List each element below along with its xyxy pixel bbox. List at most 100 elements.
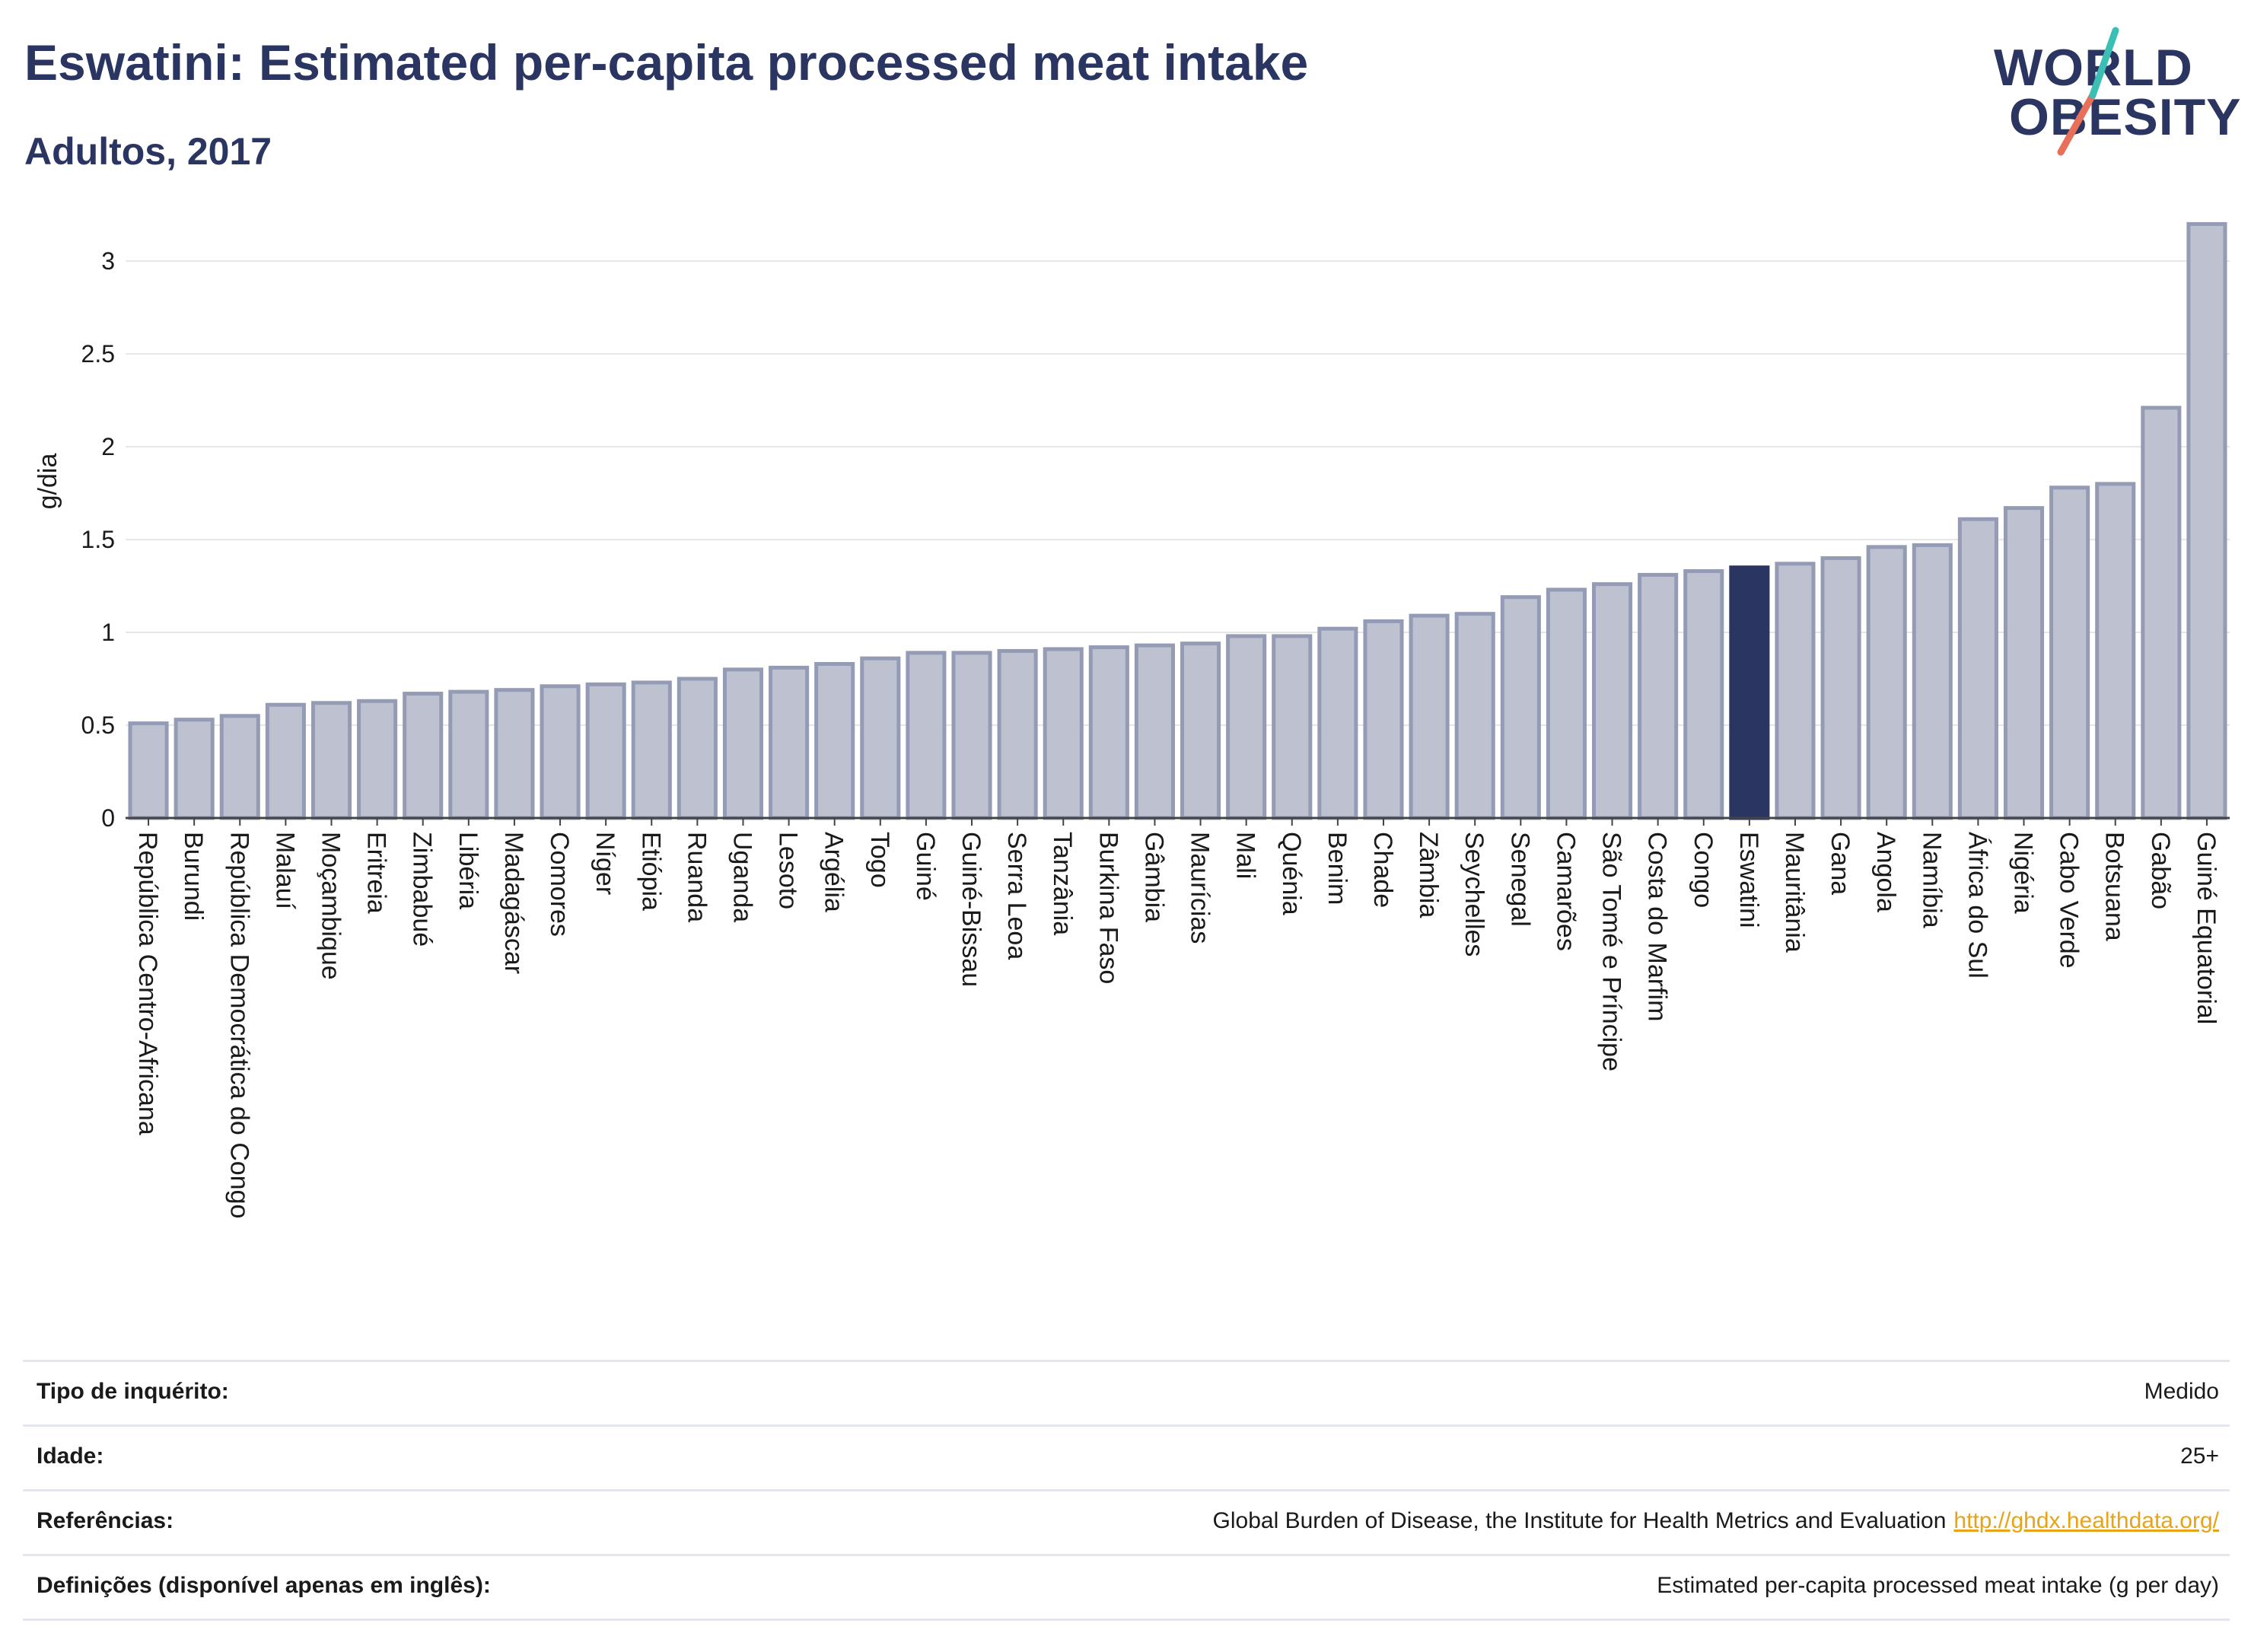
bar: [310, 701, 352, 820]
bar: [1454, 612, 1495, 820]
bar: [677, 676, 718, 820]
bar: [1088, 645, 1129, 820]
x-tick-label: República Centro-Africana: [133, 832, 162, 1135]
x-tick-label: Nigéria: [2009, 832, 2038, 914]
bar: [1957, 517, 1998, 820]
bar: [1820, 555, 1861, 820]
y-axis-label: g/dia: [33, 454, 62, 510]
x-tick-label: Mauritânia: [1780, 832, 1809, 953]
x-tick-label: Madagáscar: [499, 832, 528, 974]
bar: [128, 721, 169, 820]
info-row-definitions: Definições (disponível apenas em inglês)…: [23, 1554, 2230, 1621]
bar: [2003, 506, 2045, 820]
bar: [1591, 582, 1633, 820]
info-table: Tipo de inquérito: Medido Idade: 25+ Ref…: [23, 1360, 2230, 1621]
bar: [585, 682, 626, 820]
y-tick-label: 0.5: [81, 711, 115, 739]
bar: [219, 714, 260, 820]
bar: [540, 684, 581, 820]
y-tick-label: 2: [101, 433, 115, 460]
bar: [769, 665, 810, 820]
info-row-age: Idade: 25+: [23, 1424, 2230, 1489]
x-tick-label: Eswatini: [1734, 832, 1763, 928]
x-tick-label: Comores: [545, 832, 574, 937]
world-obesity-logo: WORLD OBESITY: [1979, 23, 2241, 160]
x-tick-label: Níger: [591, 832, 619, 895]
bar: [1912, 543, 1953, 820]
bar: [1546, 587, 1587, 820]
y-tick-label: 3: [101, 247, 115, 275]
x-tick-label: Uganda: [728, 832, 756, 922]
x-tick-label: Burkina Faso: [1094, 832, 1122, 984]
age-value: 25+: [2180, 1444, 2219, 1469]
bar: [448, 689, 489, 820]
bar: [1866, 545, 1907, 820]
y-tick-label: 1: [101, 619, 115, 646]
x-tick-label: Benim: [1323, 832, 1352, 905]
references-text: Global Burden of Disease, the Institute …: [1212, 1508, 1947, 1533]
y-tick-label: 0: [101, 804, 115, 832]
bar: [997, 648, 1038, 820]
references-label: Referências:: [37, 1508, 174, 1533]
bar: [357, 699, 398, 820]
bar-chart: 0 0.5 1 1.5 2 2.5 3 g/dia República Centro-Afric…: [33, 221, 2230, 1218]
x-tick-label: Zâmbia: [1414, 832, 1443, 918]
x-tick-label: São Tomé e Príncipe: [1597, 832, 1626, 1071]
survey-type-label: Tipo de inquérito:: [37, 1379, 229, 1404]
bar: [951, 651, 992, 820]
x-tick-label: Tanzânia: [1048, 832, 1077, 935]
x-tick-label: Guiné: [911, 832, 940, 901]
x-tick-label: Cabo Verde: [2055, 832, 2084, 969]
x-tick-label: Guiné-Bissau: [957, 832, 985, 987]
x-tick-label: Gabão: [2146, 832, 2175, 909]
bar: [494, 688, 535, 820]
x-tick-label: Burundi: [179, 832, 208, 921]
bar: [1638, 572, 1679, 820]
page-title: Eswatini: Estimated per-capita processed…: [24, 34, 1309, 91]
age-label: Idade:: [37, 1444, 104, 1469]
bar: [906, 651, 947, 820]
references-link[interactable]: http://ghdx.healthdata.org/: [1953, 1508, 2219, 1533]
info-row-references: Referências: Global Burden of Disease, t…: [23, 1489, 2230, 1554]
bar: [1180, 641, 1221, 820]
bar: [2049, 485, 2090, 820]
x-tick-label: Guiné Equatorial: [2192, 832, 2221, 1024]
x-tick-label: Moçambique: [316, 832, 345, 980]
bar: [174, 718, 215, 820]
x-tick-label: Zimbabué: [408, 832, 437, 947]
x-tick-label: Eritreia: [362, 832, 391, 914]
x-tick-label: Lesoto: [774, 832, 803, 909]
bar: [265, 702, 306, 820]
bar: [1317, 626, 1358, 820]
x-tick-label: África do Sul: [1963, 832, 1992, 979]
x-tick-label: Ruanda: [682, 832, 711, 922]
x-tick-label: Costa do Marfim: [1643, 832, 1672, 1021]
definitions-value: Estimated per-capita processed meat inta…: [1657, 1573, 2219, 1598]
bar: [814, 662, 855, 820]
logo-line-2: OBESITY: [2009, 88, 2242, 146]
bar: [1729, 565, 1770, 820]
bar: [1272, 634, 1313, 820]
x-tick-label: República Democrática do Congo: [224, 832, 253, 1218]
y-tick-label: 1.5: [81, 526, 115, 553]
x-tick-label: Senegal: [1505, 832, 1534, 927]
bar: [1775, 562, 1816, 820]
x-tick-label: Congo: [1689, 832, 1718, 908]
x-tick-label: Angola: [1871, 832, 1900, 912]
x-tick-label: Argélia: [820, 832, 849, 912]
x-tick-label: Botsuana: [2100, 832, 2129, 941]
survey-type-value: Medido: [2144, 1379, 2219, 1404]
references-value: Global Burden of Disease, the Institute …: [1213, 1508, 2219, 1534]
x-tick-label: Maurícias: [1186, 832, 1215, 944]
bar: [631, 680, 672, 820]
x-tick-label: Etiópia: [636, 832, 665, 911]
info-row-survey: Tipo de inquérito: Medido: [23, 1360, 2230, 1424]
x-tick-label: Camarões: [1551, 832, 1580, 951]
bar: [2186, 221, 2227, 820]
x-tick-label: Libéria: [454, 832, 482, 909]
x-tick-label: Malauí: [270, 832, 299, 910]
x-tick-label: Seychelles: [1460, 832, 1488, 957]
x-tick-label: Gana: [1826, 832, 1855, 895]
bar: [860, 656, 901, 820]
x-tick-label: Serra Leoa: [1002, 832, 1031, 960]
